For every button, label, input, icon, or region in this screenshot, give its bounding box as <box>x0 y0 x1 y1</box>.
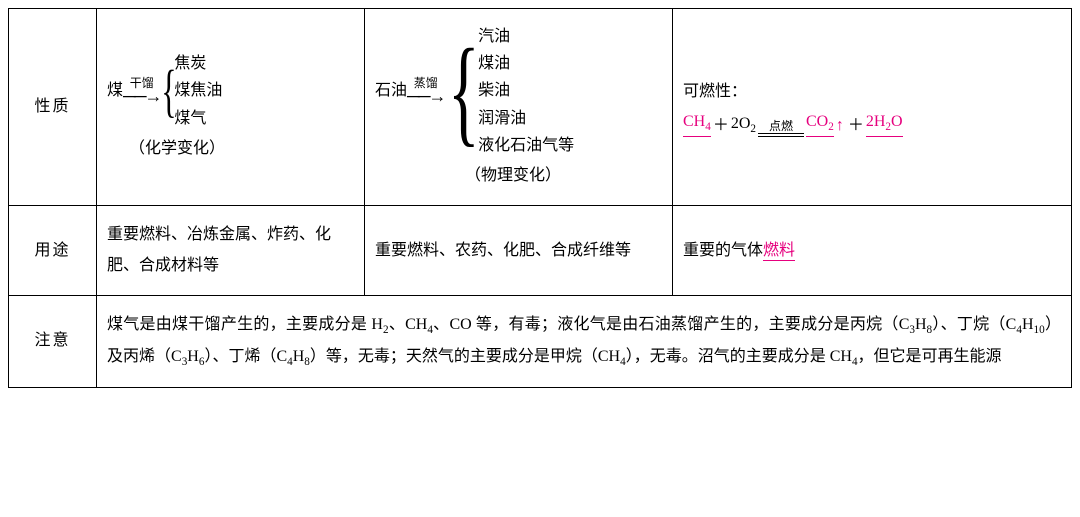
petroleum-source: 石油 <box>375 76 407 106</box>
row-label-uses: 用途 <box>9 206 97 296</box>
row-label-properties: 性质 <box>9 9 97 206</box>
reaction-condition: 点燃 <box>758 120 804 137</box>
list-item: 煤焦油 <box>174 77 222 104</box>
plus-icon: ＋ <box>848 116 864 137</box>
cell-gas-uses: 重要的气体燃料 <box>673 206 1072 296</box>
cell-petroleum-properties: 石油 蒸馏 ──→ { 汽油 煤油 柴油 润滑油 液化石油气等 （物理变化） <box>365 9 673 206</box>
cell-petroleum-uses: 重要燃料、农药、化肥、合成纤维等 <box>365 206 673 296</box>
fuel-table: 性质 煤 干馏 ──→ { 焦炭 煤焦油 煤气 （化学变化） <box>8 8 1072 388</box>
equals-icon <box>758 133 804 137</box>
eq-ch4: CH4 <box>683 112 711 137</box>
arrow-icon: 干馏 ──→ <box>123 77 161 105</box>
petroleum-caption: （物理变化） <box>465 161 662 191</box>
table-row: 注意 煤气是由煤干馏产生的，主要成分是 H2、CH4、CO 等，有毒；液化气是由… <box>9 296 1072 388</box>
gas-arrow-icon: ↑ <box>836 116 844 137</box>
table-row: 用途 重要燃料、冶炼金属、炸药、化肥、合成材料等 重要燃料、农药、化肥、合成纤维… <box>9 206 1072 296</box>
brace-icon: { <box>447 40 479 142</box>
petroleum-products: 汽油 煤油 柴油 润滑油 液化石油气等 <box>478 23 574 159</box>
coal-products: 焦炭 煤焦油 煤气 <box>174 50 222 132</box>
cell-coal-uses: 重要燃料、冶炼金属、炸药、化肥、合成材料等 <box>97 206 365 296</box>
coal-caption: （化学变化） <box>129 134 354 164</box>
coal-diagram: 煤 干馏 ──→ { 焦炭 煤焦油 煤气 <box>107 50 354 132</box>
combustion-equation: CH4 ＋ 2O2 点燃 CO2 ↑ ＋ 2H2O <box>683 112 903 137</box>
arrow-icon: 蒸馏 ──→ <box>407 77 445 105</box>
plus-icon: ＋ <box>713 116 729 137</box>
petroleum-diagram: 石油 蒸馏 ──→ { 汽油 煤油 柴油 润滑油 液化石油气等 <box>375 23 662 159</box>
list-item: 柴油 <box>478 77 574 104</box>
list-item: 润滑油 <box>478 105 574 132</box>
cell-note: 煤气是由煤干馏产生的，主要成分是 H2、CH4、CO 等，有毒；液化气是由石油蒸… <box>97 296 1072 388</box>
table-row: 性质 煤 干馏 ──→ { 焦炭 煤焦油 煤气 （化学变化） <box>9 9 1072 206</box>
coal-source: 煤 <box>107 76 123 106</box>
cell-coal-properties: 煤 干馏 ──→ { 焦炭 煤焦油 煤气 （化学变化） <box>97 9 365 206</box>
combust-title: 可燃性： <box>683 77 1061 107</box>
list-item: 煤气 <box>174 105 222 132</box>
list-item: 焦炭 <box>174 50 222 77</box>
gas-fuel-highlight: 燃料 <box>763 242 795 261</box>
list-item: 煤油 <box>478 50 574 77</box>
list-item: 液化石油气等 <box>478 132 574 159</box>
brace-icon: { <box>161 66 176 115</box>
list-item: 汽油 <box>478 23 574 50</box>
cell-combustibility: 可燃性： CH4 ＋ 2O2 点燃 CO2 ↑ ＋ 2H2O <box>673 9 1072 206</box>
eq-co2: CO2 <box>806 112 834 137</box>
row-label-note: 注意 <box>9 296 97 388</box>
eq-h2o: 2H2O <box>866 112 903 137</box>
eq-o2: 2O2 <box>731 114 756 137</box>
